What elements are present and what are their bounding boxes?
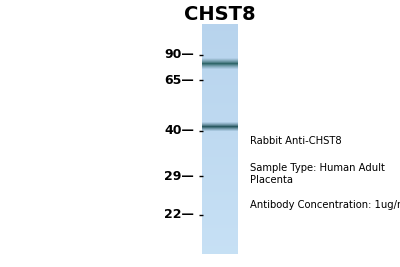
Text: 29—: 29—	[164, 170, 194, 183]
Text: 90—: 90—	[164, 48, 194, 61]
Text: Sample Type: Human Adult
Placenta: Sample Type: Human Adult Placenta	[250, 163, 385, 185]
Text: CHST8: CHST8	[184, 5, 256, 24]
Text: 40—: 40—	[164, 124, 194, 137]
Text: Rabbit Anti-CHST8: Rabbit Anti-CHST8	[250, 136, 342, 146]
Text: 22—: 22—	[164, 209, 194, 221]
Text: 65—: 65—	[164, 74, 194, 87]
Text: Antibody Concentration: 1ug/mL: Antibody Concentration: 1ug/mL	[250, 200, 400, 210]
